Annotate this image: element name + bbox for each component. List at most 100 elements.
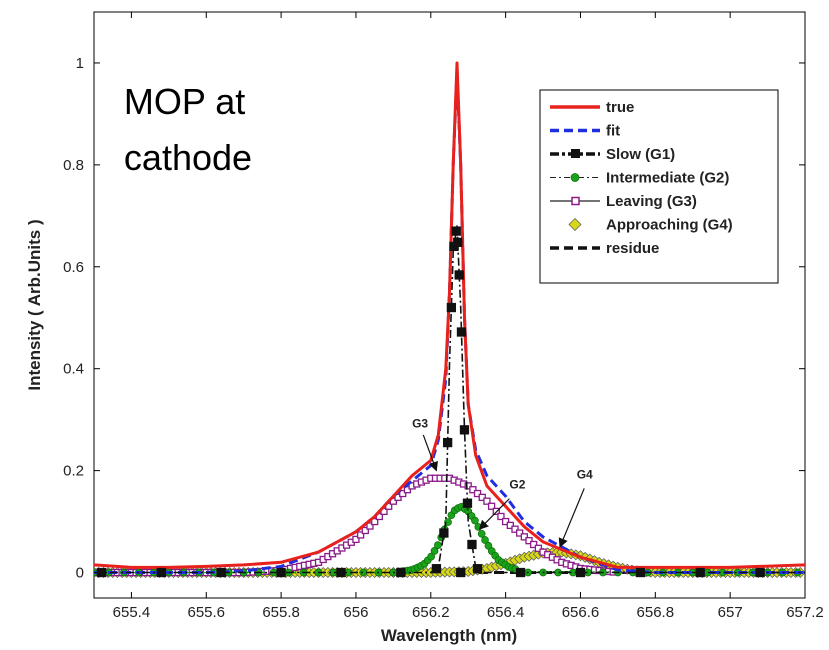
annotation-arrow (478, 498, 510, 530)
series-slow-g1-marker (96, 567, 107, 578)
annotation-g4: G4 (577, 467, 593, 481)
series-leaving-g3-marker (487, 502, 496, 510)
x-tick-label: 657 (718, 604, 743, 621)
axis-ticks: 655.4 655.6 655.8 656 656.2 656.4 656.6 656.8 65… (63, 12, 824, 621)
series-leaving-g3-marker (403, 486, 412, 494)
x-tick-label: 655.8 (262, 604, 300, 621)
series-intermediate-g2-marker (481, 536, 489, 544)
series-slow-g1-marker (396, 567, 406, 578)
annotation-arrow (558, 488, 585, 548)
series-leaving-g3-marker (511, 525, 519, 533)
series-leaving-g3-marker (525, 537, 533, 545)
series-leaving-g3-marker (501, 517, 510, 526)
series-leaving-g3-marker (516, 529, 524, 537)
series-leaving-g3-marker (469, 486, 477, 494)
x-tick-label: 656.8 (637, 604, 675, 621)
series-slow-g1-marker (456, 327, 467, 337)
big-annotation: MOP at (124, 81, 245, 122)
legend-slow-g1-label: Slow (G1) (606, 146, 675, 163)
series-slow-g1-marker (276, 567, 286, 578)
series-slow-g1-marker (454, 270, 464, 280)
series-leaving-g3-marker (520, 533, 528, 541)
series-intermediate-g2-marker (359, 568, 368, 577)
legend-approaching-g4-label: Approaching (G4) (606, 217, 733, 234)
series-leaving-g3-marker (356, 531, 365, 539)
series-intermediate-g2-marker (434, 541, 442, 549)
legend-intermediate-g2-swatch-marker (570, 173, 580, 182)
legend-residue: residue (550, 240, 659, 257)
x-tick-label: 656.6 (562, 604, 600, 621)
series-leaving-g3-marker (394, 493, 402, 502)
x-tick-label: 656 (343, 604, 368, 621)
legend-fit-label: fit (606, 123, 620, 140)
series-slow-g1-marker (755, 567, 765, 578)
y-tick-label: 0 (76, 565, 84, 582)
series-slow-g1-marker (431, 564, 442, 574)
series-leaving-g3-marker (534, 544, 543, 552)
x-tick-label: 655.6 (187, 604, 225, 621)
series-slow-g1-marker (462, 498, 473, 508)
series-slow-g1-marker (456, 567, 466, 578)
series-intermediate-g2-marker (477, 529, 486, 538)
annotations-layer: MOP at cathode G3 G2 G4 (124, 81, 593, 548)
y-tick-label: 0.4 (63, 361, 84, 378)
series-true-line (94, 61, 805, 569)
legend-intermediate-g2: Intermediate (G2) (550, 170, 729, 187)
series-leaving-g3-marker (399, 489, 407, 498)
series-slow-g1-marker (439, 528, 449, 538)
series-intermediate-g2-marker (427, 552, 436, 561)
series-slow-g1 (94, 225, 805, 578)
legend-true: true (550, 99, 634, 116)
legend-box (539, 89, 779, 284)
x-tick-label: 656.4 (487, 604, 525, 621)
series-slow-g1-marker (459, 425, 470, 435)
series-leaving-g3-marker (530, 540, 538, 549)
y-tick-label: 0.8 (63, 157, 84, 174)
legend-slow-g1-swatch-marker (571, 149, 580, 158)
series-leaving-g3-marker (352, 535, 360, 544)
series-slow-g1-marker (695, 567, 705, 578)
big-annotation: cathode (124, 137, 252, 178)
series-slow-g1-marker (451, 226, 461, 236)
series-slow-g1-marker (467, 539, 477, 550)
legend-fit: fit (550, 123, 620, 140)
legend-true-label: true (606, 99, 634, 116)
series-slow-g1-marker (575, 567, 586, 578)
legend: true fit Slow (G1) Intermediate (G2) Leaving… (539, 89, 779, 284)
series-leaving-g3-marker (497, 512, 505, 521)
series-intermediate-g2-marker (444, 518, 452, 526)
series-leaving-g3-marker (478, 493, 486, 502)
annotation-g2: G2 (509, 477, 525, 491)
x-axis-title: Wavelength (nm) (381, 626, 517, 645)
series-leaving-g3-marker (473, 489, 482, 498)
legend-residue-label: residue (606, 240, 659, 257)
y-axis-title: Intensity ( Arb.Units ) (25, 219, 44, 390)
series-slow-g1-marker (453, 237, 463, 247)
series-slow-g1-marker (442, 437, 453, 448)
annotation-arrow (422, 434, 438, 472)
y-tick-label: 1 (76, 55, 84, 72)
series-intermediate-g2-marker (430, 547, 439, 555)
series-intermediate-g2-marker (474, 523, 483, 531)
series-leaving-g3-marker (366, 522, 374, 530)
series-slow-g1-marker (216, 567, 226, 578)
series-true (94, 61, 805, 569)
legend-intermediate-g2-label: Intermediate (G2) (606, 170, 729, 187)
y-tick-label: 0.6 (63, 259, 84, 276)
series-slow-g1-marker (156, 567, 167, 578)
series-slow-g1-marker (635, 567, 645, 578)
series-leaving-g3-marker (464, 482, 472, 490)
series-leaving-g3-marker (361, 526, 369, 535)
series-slow-g1-marker (472, 564, 483, 574)
legend-leaving-g3-label: Leaving (G3) (606, 193, 697, 210)
series-leaving-g3-marker (483, 497, 491, 505)
legend-leaving-g3: Leaving (G3) (550, 193, 697, 210)
x-tick-label: 655.4 (113, 604, 151, 621)
x-tick-label: 656.2 (412, 604, 450, 621)
y-tick-label: 0.2 (63, 463, 84, 480)
series-slow-g1-marker (446, 302, 457, 313)
annotation-g3: G3 (412, 416, 428, 430)
series-intermediate-g2-marker (471, 516, 479, 525)
legend-slow-g1: Slow (G1) (550, 146, 675, 163)
